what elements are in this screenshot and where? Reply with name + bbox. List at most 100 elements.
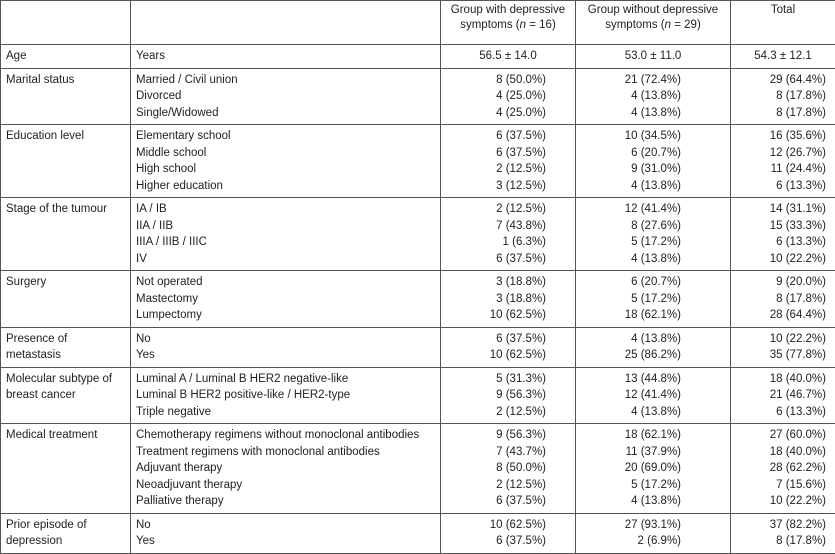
cell-value: 12 (26.7%) <box>731 145 835 162</box>
row-label: Yes <box>131 347 441 367</box>
cell-value: 6 (37.5%) <box>441 145 576 162</box>
cell-value: 5 (17.2%) <box>576 477 731 494</box>
cell-value: 4 (13.8%) <box>576 105 731 125</box>
cell-value: 4 (25.0%) <box>441 88 576 105</box>
cell-value: 3 (12.5%) <box>441 178 576 198</box>
cell-value: 21 (46.7%) <box>731 387 835 404</box>
cell-value: 9 (56.3%) <box>441 424 576 444</box>
cell-value: 53.0 ± 11.0 <box>576 45 731 69</box>
cell-value: 9 (31.0%) <box>576 161 731 178</box>
cell-value: 6 (13.3%) <box>731 404 835 424</box>
row-label: IIIA / IIIB / IIIC <box>131 234 441 251</box>
cell-value: 10 (34.5%) <box>576 125 731 145</box>
cell-value: 5 (31.3%) <box>441 367 576 387</box>
cell-value: 2 (12.5%) <box>441 198 576 218</box>
cell-value: 21 (72.4%) <box>576 68 731 88</box>
cell-value: 4 (13.8%) <box>576 88 731 105</box>
header-cell: Total <box>731 1 835 45</box>
cell-value: 2 (6.9%) <box>576 533 731 553</box>
cell-value: 11 (24.4%) <box>731 161 835 178</box>
cell-value: 4 (13.8%) <box>576 327 731 347</box>
cell-value: 9 (56.3%) <box>441 387 576 404</box>
cell-value: 6 (20.7%) <box>576 145 731 162</box>
row-label: Adjuvant therapy <box>131 460 441 477</box>
cell-value: 10 (62.5%) <box>441 347 576 367</box>
cell-value: 29 (64.4%) <box>731 68 835 88</box>
row-label: Middle school <box>131 145 441 162</box>
header-text: = 16) <box>526 19 556 31</box>
row-label: Mastectomy <box>131 291 441 308</box>
group-label: Medical treatment <box>1 424 131 514</box>
cell-value: 5 (17.2%) <box>576 234 731 251</box>
cell-value: 27 (60.0%) <box>731 424 835 444</box>
cell-value: 6 (37.5%) <box>441 493 576 513</box>
header-row: Group with depressive symptoms (n = 16) … <box>1 1 835 45</box>
row-label: Yes <box>131 533 441 553</box>
row-label: High school <box>131 161 441 178</box>
row-label: Luminal B HER2 positive-like / HER2-type <box>131 387 441 404</box>
row-label: No <box>131 327 441 347</box>
cell-value: 12 (41.4%) <box>576 198 731 218</box>
group-label: Age <box>1 45 131 69</box>
cell-value: 56.5 ± 14.0 <box>441 45 576 69</box>
group-label: Molecular subtype of breast cancer <box>1 367 131 424</box>
cell-value: 1 (6.3%) <box>441 234 576 251</box>
row-label: Divorced <box>131 88 441 105</box>
cell-value: 6 (37.5%) <box>441 533 576 553</box>
cell-value: 20 (69.0%) <box>576 460 731 477</box>
cell-value: 6 (20.7%) <box>576 271 731 291</box>
cell-value: 10 (62.5%) <box>441 513 576 533</box>
cell-value: 7 (43.7%) <box>441 444 576 461</box>
row-label: Years <box>131 45 441 69</box>
row-label: Luminal A / Luminal B HER2 negative-like <box>131 367 441 387</box>
cell-value: 9 (20.0%) <box>731 271 835 291</box>
row-label: Neoadjuvant therapy <box>131 477 441 494</box>
cell-value: 15 (33.3%) <box>731 218 835 235</box>
cell-value: 8 (27.6%) <box>576 218 731 235</box>
group-label: Stage of the tumour <box>1 198 131 271</box>
row-label: IIA / IIB <box>131 218 441 235</box>
cell-value: 18 (62.1%) <box>576 307 731 327</box>
row-label: Treatment regimens with monoclonal antib… <box>131 444 441 461</box>
cell-value: 5 (17.2%) <box>576 291 731 308</box>
group-label: Education level <box>1 125 131 198</box>
group-label: Surgery <box>1 271 131 328</box>
cell-value: 8 (50.0%) <box>441 460 576 477</box>
row-label: Triple negative <box>131 404 441 424</box>
header-cell <box>1 1 131 45</box>
cell-value: 13 (44.8%) <box>576 367 731 387</box>
cell-value: 27 (93.1%) <box>576 513 731 533</box>
cell-value: 4 (25.0%) <box>441 105 576 125</box>
cell-value: 3 (18.8%) <box>441 291 576 308</box>
cell-value: 18 (40.0%) <box>731 444 835 461</box>
cell-value: 2 (12.5%) <box>441 477 576 494</box>
cell-value: 10 (22.2%) <box>731 493 835 513</box>
cell-value: 28 (62.2%) <box>731 460 835 477</box>
cell-value: 8 (17.8%) <box>731 533 835 553</box>
cell-value: 6 (13.3%) <box>731 234 835 251</box>
row-label: Single/Widowed <box>131 105 441 125</box>
cell-value: 11 (37.9%) <box>576 444 731 461</box>
cell-value: 10 (22.2%) <box>731 251 835 271</box>
cell-value: 8 (17.8%) <box>731 291 835 308</box>
row-label: IV <box>131 251 441 271</box>
row-label: Elementary school <box>131 125 441 145</box>
cell-value: 14 (31.1%) <box>731 198 835 218</box>
row-label: Married / Civil union <box>131 68 441 88</box>
cell-value: 6 (37.5%) <box>441 327 576 347</box>
row-label: Palliative therapy <box>131 493 441 513</box>
cell-value: 54.3 ± 12.1 <box>731 45 835 69</box>
cell-value: 6 (37.5%) <box>441 251 576 271</box>
cell-value: 4 (13.8%) <box>576 178 731 198</box>
cell-value: 2 (12.5%) <box>441 404 576 424</box>
row-label: Chemotherapy regimens without monoclonal… <box>131 424 441 444</box>
